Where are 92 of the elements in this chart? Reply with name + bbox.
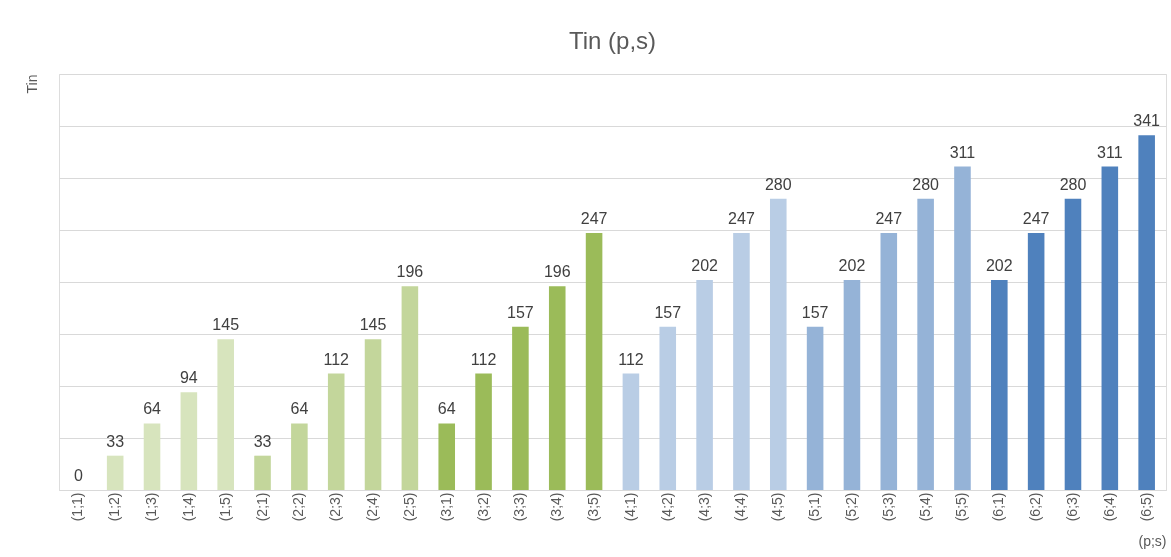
data-label: 33	[253, 432, 272, 450]
data-label: 157	[654, 303, 682, 321]
x-tick-label: (3;1)	[437, 492, 454, 522]
bar	[438, 423, 456, 490]
data-label: 202	[838, 256, 866, 274]
data-label: 112	[323, 350, 350, 368]
bar	[291, 423, 308, 490]
chart-title: Tin (p,s)	[568, 27, 657, 54]
bar	[806, 326, 824, 490]
x-tick-label: (6;4)	[1100, 492, 1117, 522]
data-label: 157	[801, 303, 829, 321]
bar	[1027, 233, 1045, 490]
bar	[1138, 135, 1155, 490]
data-label: 311	[949, 143, 976, 161]
bar	[475, 373, 492, 490]
bar	[1064, 198, 1082, 490]
bar	[401, 286, 419, 490]
bar	[217, 339, 234, 490]
bar	[143, 423, 161, 490]
bar	[106, 455, 124, 490]
bar	[254, 455, 271, 490]
x-tick-label: (6;3)	[1063, 492, 1080, 522]
x-tick-label: (2;4)	[364, 492, 381, 522]
bar	[843, 279, 861, 490]
x-tick-label: (4;5)	[769, 492, 786, 522]
x-tick-label: (5;3)	[879, 492, 896, 522]
data-label: 247	[875, 210, 903, 228]
bar	[585, 233, 603, 490]
bar	[659, 326, 677, 490]
x-tick-label: (2;5)	[400, 492, 417, 522]
bar	[1101, 166, 1119, 490]
data-label: 280	[912, 175, 940, 193]
data-label: 341	[1133, 112, 1161, 130]
data-label: 145	[359, 316, 387, 334]
x-tick-label: (3;3)	[511, 492, 528, 522]
data-label: 311	[1097, 143, 1123, 161]
bar	[696, 279, 713, 490]
data-label: 196	[543, 263, 571, 281]
bar	[364, 339, 382, 490]
x-tick-label: (1;2)	[106, 492, 123, 522]
bar	[991, 279, 1008, 490]
y-axis-title: Tin	[23, 74, 40, 94]
x-tick-label: (6;5)	[1137, 492, 1154, 522]
bar	[769, 198, 787, 490]
x-axis-title: (p;s)	[1138, 533, 1167, 550]
x-tick-label: (2;2)	[290, 492, 307, 522]
x-tick-label: (1;4)	[179, 492, 196, 522]
x-tick-label: (5;1)	[806, 492, 823, 522]
bar	[622, 373, 640, 490]
data-label: 202	[691, 256, 719, 274]
bar	[917, 198, 934, 490]
data-label: 247	[728, 210, 755, 228]
x-tick-label: (3;5)	[585, 492, 602, 522]
x-tick-label: (1;3)	[143, 492, 160, 522]
x-tick-label: (5;2)	[842, 492, 859, 522]
x-tick-label: (5;5)	[953, 492, 970, 522]
data-label: 196	[396, 263, 424, 281]
x-tick-label: (4;1)	[621, 492, 638, 522]
bar	[512, 326, 529, 490]
data-label: 247	[580, 210, 608, 228]
data-label: 112	[618, 350, 644, 368]
x-tick-label: (4;3)	[695, 492, 712, 522]
x-tick-label: (1;5)	[216, 492, 233, 522]
x-tick-label: (3;2)	[474, 492, 491, 522]
data-label: 280	[1059, 175, 1087, 193]
x-tick-label: (2;1)	[253, 492, 270, 522]
bar	[548, 286, 566, 490]
bar	[327, 373, 345, 490]
x-tick-label: (4;4)	[732, 492, 749, 522]
x-tick-label: (6;1)	[990, 492, 1007, 522]
x-tick-label: (1;1)	[69, 492, 86, 522]
data-label: 64	[143, 400, 162, 418]
data-label: 247	[1022, 210, 1050, 228]
bar	[954, 166, 971, 490]
x-tick-label: (3;4)	[548, 492, 565, 522]
data-label: 64	[290, 400, 309, 418]
data-label: 157	[507, 303, 534, 321]
bar	[180, 392, 198, 490]
bar	[733, 233, 750, 490]
data-label: 94	[179, 369, 198, 387]
x-tick-label: (5;4)	[916, 492, 933, 522]
x-tick-label: (6;2)	[1027, 492, 1044, 522]
data-label: 33	[106, 432, 125, 450]
data-label: 112	[470, 350, 497, 368]
x-tick-label: (2;3)	[327, 492, 344, 522]
data-label: 64	[437, 400, 456, 418]
data-label: 145	[212, 316, 240, 334]
bar	[880, 233, 898, 490]
data-label: 280	[764, 175, 792, 193]
data-label: 202	[985, 256, 1013, 274]
data-label: 0	[73, 467, 83, 484]
x-tick-label: (4;2)	[658, 492, 675, 522]
